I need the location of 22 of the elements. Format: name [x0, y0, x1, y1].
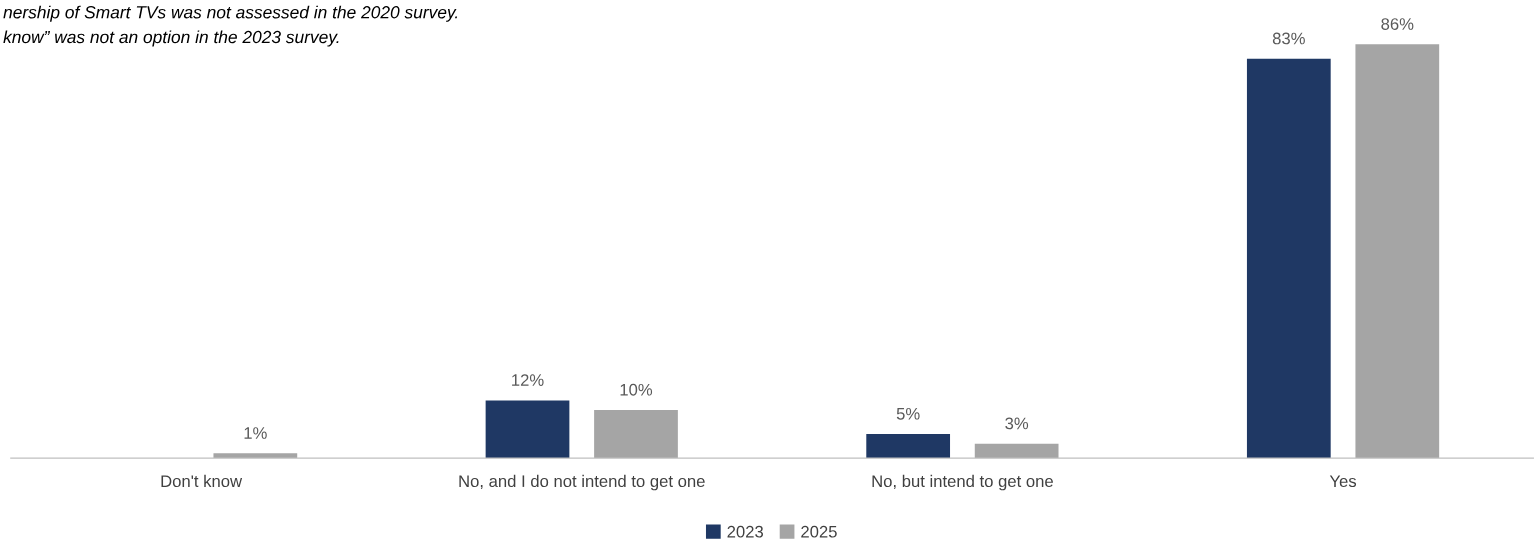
x-tick-label: No, but intend to get one	[872, 474, 1053, 491]
x-tick-label: Yes	[1329, 475, 1357, 488]
legend-label: 2025	[801, 525, 837, 538]
data-label: 10%	[620, 383, 653, 396]
bar	[213, 453, 298, 459]
data-label: 3%	[1005, 417, 1029, 430]
bar	[1246, 58, 1331, 459]
bar	[974, 443, 1059, 459]
x-tick-label: No, and I do not intend to get one	[459, 474, 705, 491]
data-label: 5%	[896, 407, 920, 420]
data-label: 86%	[1381, 18, 1414, 30]
data-label: 83%	[1272, 32, 1305, 45]
bar	[485, 400, 570, 459]
data-label: 1%	[244, 427, 267, 439]
bar	[866, 434, 951, 459]
data-label: 12%	[512, 374, 544, 386]
annotation: know” was not an option in the 2023 survey.	[3, 30, 339, 47]
text: nership of Smart TVs was not assessed in the 2020 survey.	[3, 5, 458, 22]
x-tick-label: Don't know	[161, 474, 243, 488]
bar	[594, 410, 678, 459]
legend-label: 2023	[727, 525, 764, 538]
bar	[1355, 44, 1440, 459]
